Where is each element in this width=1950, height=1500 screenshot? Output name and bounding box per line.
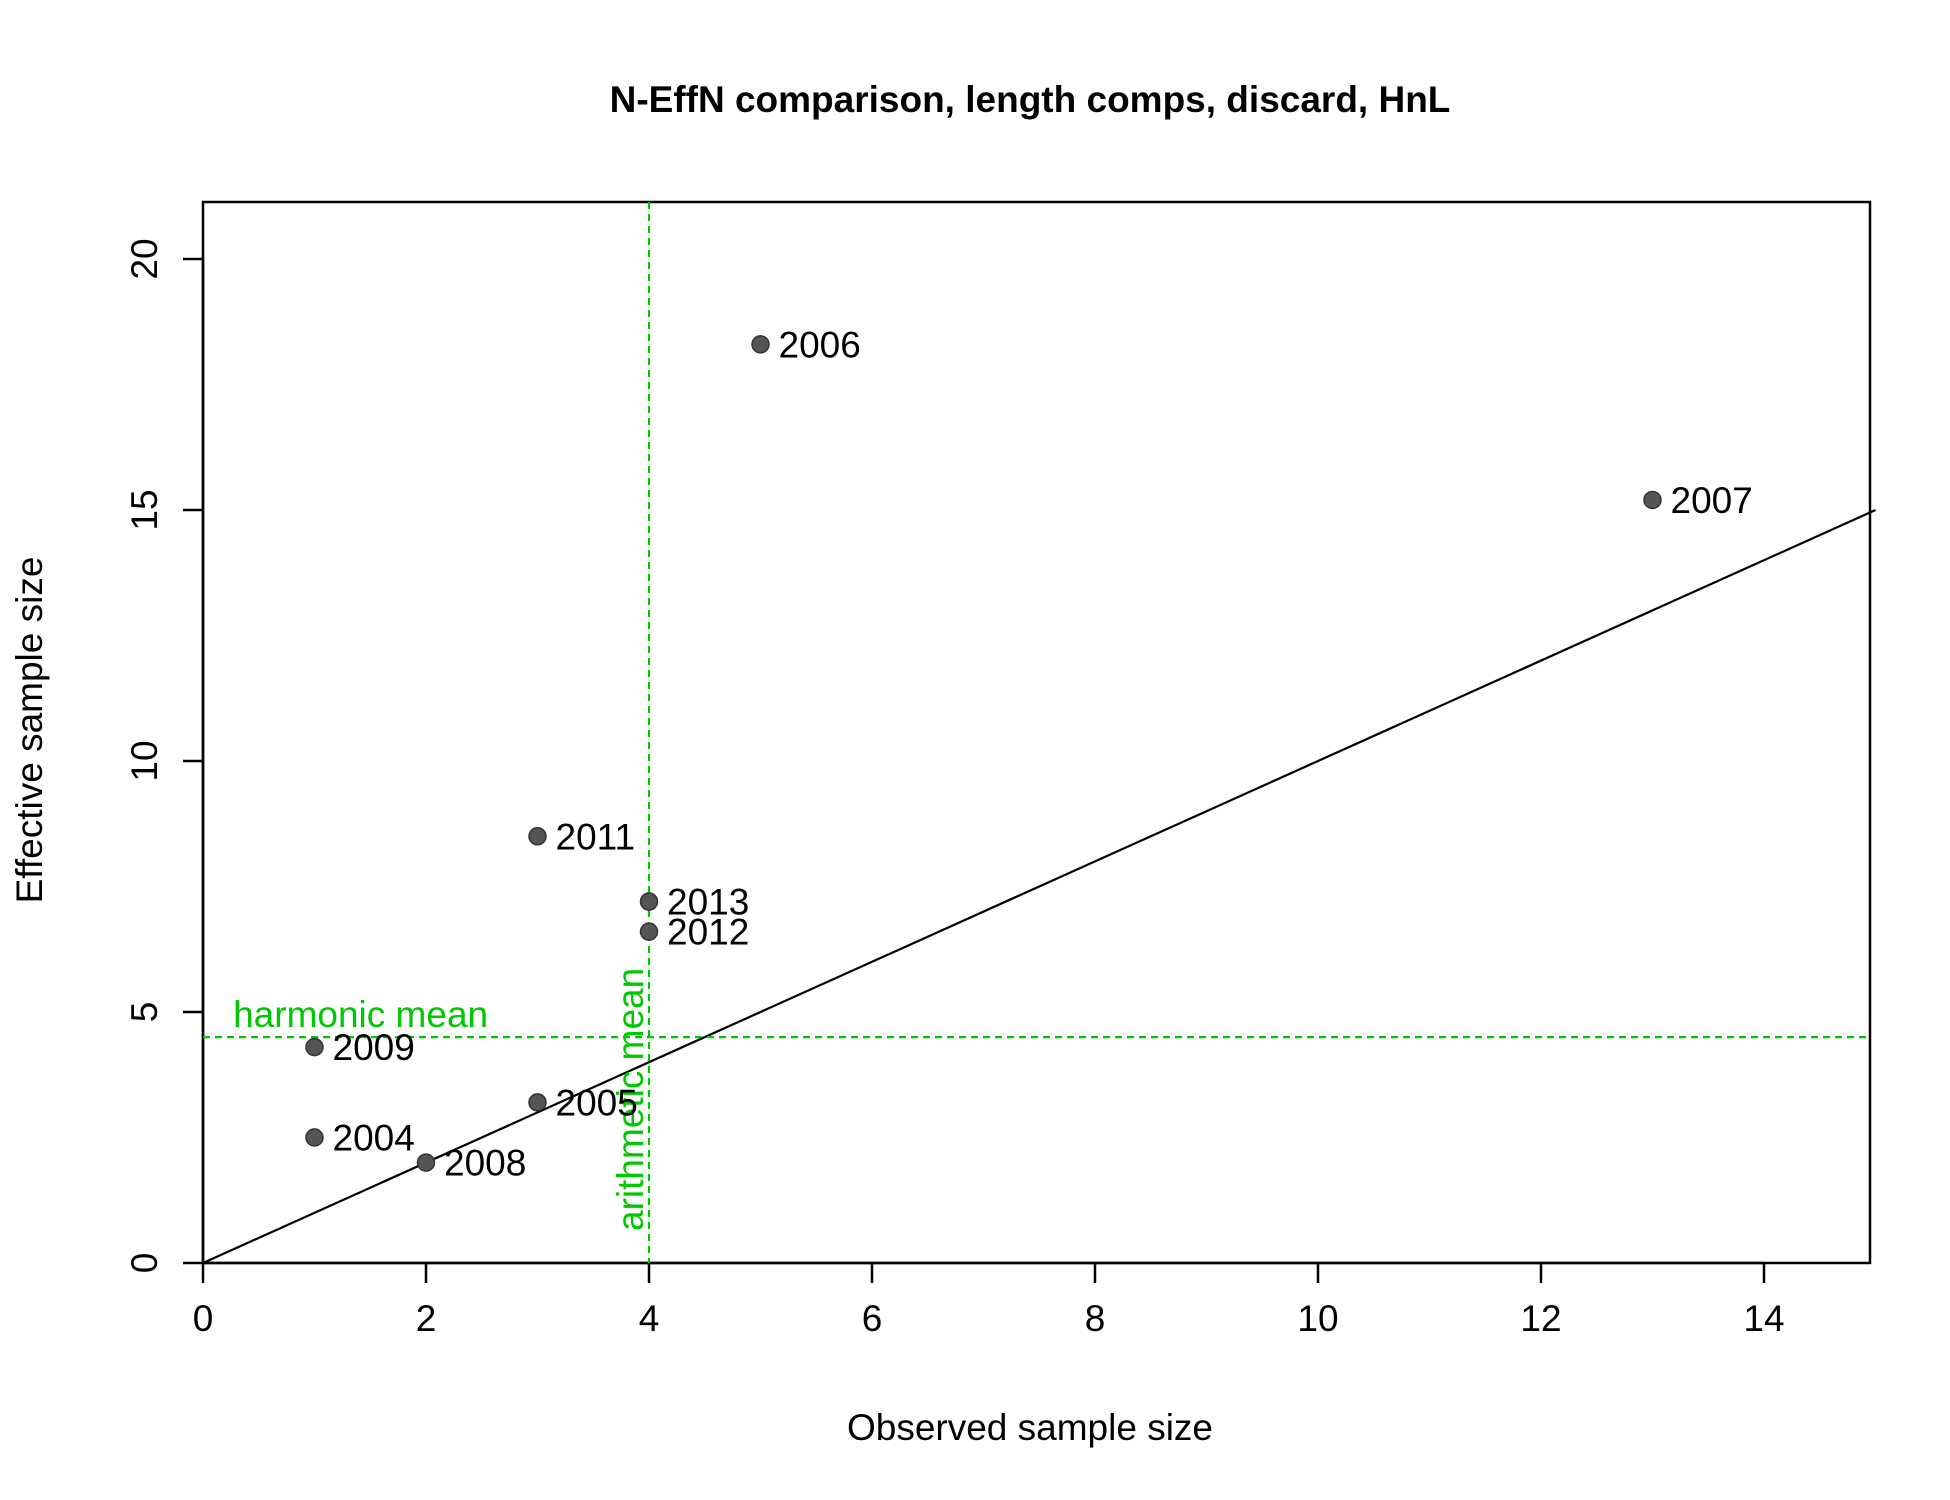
point-label: 2012	[667, 912, 749, 953]
data-point	[305, 1128, 324, 1147]
data-point	[639, 922, 659, 941]
point-label: 2005	[556, 1082, 638, 1123]
data-point	[1643, 490, 1662, 510]
point-label: 2007	[1671, 480, 1753, 521]
data-point	[639, 892, 659, 911]
x-tick-label: 10	[1297, 1298, 1338, 1339]
one-to-one-line	[202, 508, 1876, 1265]
x-tick-label: 8	[1085, 1298, 1106, 1339]
x-tick-label: 2	[416, 1298, 437, 1339]
y-tick-label: 15	[124, 489, 165, 530]
point-label: 2008	[444, 1143, 526, 1184]
y-tick-label: 10	[124, 740, 165, 781]
plot-area: 0 2 4 6 8 10 12 14 0 5 10 15 20 harmonic mean arithmet…	[124, 200, 1876, 1339]
y-tick-label: 20	[124, 238, 165, 279]
point-label: 2006	[779, 324, 861, 365]
x-tick-label: 12	[1520, 1298, 1561, 1339]
point-label: 2009	[333, 1027, 415, 1068]
x-tick-label: 0	[193, 1298, 214, 1339]
data-point	[528, 827, 547, 846]
plot-frame	[201, 200, 1872, 1265]
y-tick-label: 5	[124, 1002, 165, 1023]
data-point	[416, 1153, 436, 1172]
y-tick-label: 0	[124, 1253, 165, 1274]
point-label: 2004	[333, 1118, 415, 1159]
x-axis-label: Observed sample size	[847, 1407, 1213, 1448]
point-label: 2013	[667, 882, 749, 923]
chart-title: N-EffN comparison, length comps, discard…	[610, 79, 1451, 120]
harmonic-mean-label: harmonic mean	[233, 994, 488, 1035]
data-point	[528, 1093, 547, 1112]
x-tick-label: 4	[639, 1298, 660, 1339]
arithmetic-mean-label: arithmetic mean	[610, 968, 651, 1231]
x-tick-label: 6	[862, 1298, 883, 1339]
x-tick-label: 14	[1743, 1298, 1784, 1339]
y-axis-label: Effective sample size	[9, 557, 50, 904]
point-label: 2011	[556, 816, 636, 857]
data-point	[751, 335, 770, 354]
data-point	[305, 1037, 324, 1057]
